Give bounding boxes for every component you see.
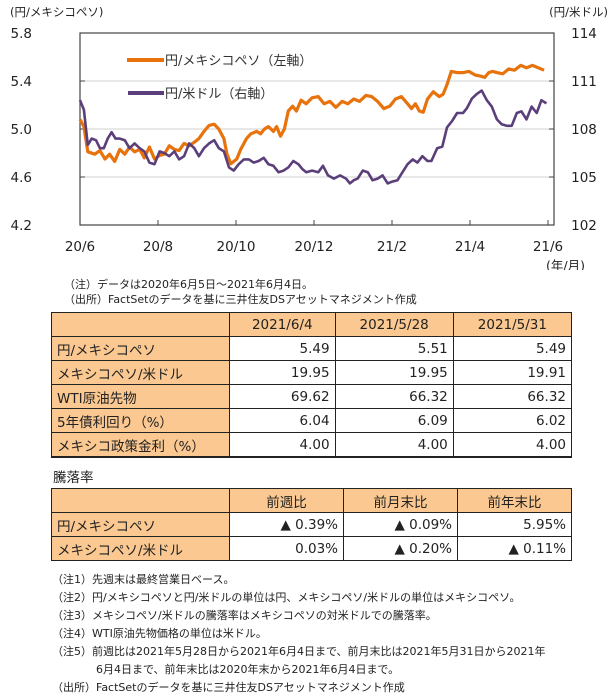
row-label: 円/メキシコペソ bbox=[51, 512, 230, 537]
table-cell: 19.95 bbox=[334, 360, 454, 385]
footnote: （注3）メキシコペソ/米ドルの騰落率はメキシコペソの対米ドルでの騰落率。 bbox=[52, 609, 437, 622]
row-label: WTI原油先物 bbox=[51, 384, 230, 409]
right-y-tick-label: 114 bbox=[571, 26, 597, 42]
table-row: 円/メキシコペソ 5.49 5.51 5.49 bbox=[51, 336, 573, 361]
table-header-cell: 前年末比 bbox=[457, 488, 572, 513]
right-axis-unit-label: (円/米ドル) bbox=[549, 5, 608, 19]
footnote: （注5）前週比は2021年5月28日から2021年6月4日まで、前月末比は202… bbox=[52, 645, 546, 658]
change-rate-heading: 騰落率 bbox=[53, 470, 94, 486]
table-row: メキシコ政策金利（%） 4.00 4.00 4.00 bbox=[51, 432, 573, 458]
legend-label-usd: 円/米ドル（右軸） bbox=[165, 87, 273, 102]
table-cell: ▲ 0.11% bbox=[457, 536, 572, 561]
chart-note: （注）データは2020年6月5日～2021年6月4日。 bbox=[64, 278, 313, 291]
table-cell: 6.04 bbox=[229, 408, 336, 433]
table-cell: 0.03% bbox=[229, 536, 344, 561]
table-header-cell bbox=[51, 312, 230, 337]
x-axis-unit-label: (年/月) bbox=[546, 258, 585, 270]
x-tick-label: 20/12 bbox=[295, 239, 334, 255]
right-y-tick-label: 105 bbox=[571, 170, 597, 186]
right-y-tick-label: 111 bbox=[571, 74, 597, 90]
table-cell: 5.95% bbox=[457, 512, 572, 537]
row-label: 円/メキシコペソ bbox=[51, 336, 230, 361]
footnote: （注1）先週末は最終営業日ベース。 bbox=[52, 573, 235, 586]
left-y-tick-label: 5.4 bbox=[11, 74, 32, 90]
table-cell: 5.49 bbox=[452, 336, 573, 361]
table-cell: ▲ 0.20% bbox=[343, 536, 458, 561]
x-tick-label: 21/4 bbox=[455, 239, 485, 255]
footnote: （出所）FactSetのデータを基に三井住友DSアセットマネジメント作成 bbox=[52, 681, 405, 694]
series-line-jpy-mxn bbox=[78, 63, 545, 166]
right-y-tick-label: 108 bbox=[571, 122, 597, 138]
x-tick-label: 21/2 bbox=[377, 239, 407, 255]
left-y-tick-label: 5.0 bbox=[11, 122, 32, 138]
table-cell: 69.62 bbox=[229, 384, 336, 409]
row-label: メキシコ政策金利（%） bbox=[51, 432, 230, 458]
change-rate-table: 前週比 前月末比 前年末比 円/メキシコペソ ▲ 0.39% ▲ 0.09% 5… bbox=[51, 488, 572, 561]
legend-label-mxn: 円/メキシコペソ（左軸） bbox=[165, 54, 312, 69]
table-header-cell: 前週比 bbox=[229, 488, 344, 513]
left-y-tick-label: 4.2 bbox=[11, 218, 32, 234]
table-cell: 66.32 bbox=[334, 384, 454, 409]
table-header-cell bbox=[51, 488, 230, 513]
series-line-jpy-usd bbox=[78, 89, 548, 185]
footnote: （注2）円/メキシコペソと円/米ドルの単位は円、メキシコペソ/米ドルの単位はメキ… bbox=[52, 591, 521, 604]
table-cell: 4.00 bbox=[229, 432, 336, 458]
table-row: メキシコペソ/米ドル 19.95 19.95 19.91 bbox=[51, 360, 573, 385]
table-row: WTI原油先物 69.62 66.32 66.32 bbox=[51, 384, 573, 409]
table-header-cell: 前月末比 bbox=[343, 488, 458, 513]
exchange-rate-chart: (円/メキシコペソ) (円/米ドル) 5.8 5.4 5.0 4.6 4.2 114 11… bbox=[10, 5, 608, 270]
footnote: （注4）WTI原油先物価格の単位は米ドル。 bbox=[52, 627, 267, 640]
table-header-cell: 2021/5/31 bbox=[452, 312, 573, 337]
market-data-table: 2021/6/4 2021/5/28 2021/5/31 円/メキシコペソ 5.… bbox=[51, 312, 573, 458]
table-cell: 4.00 bbox=[334, 432, 454, 458]
left-y-tick-label: 4.6 bbox=[11, 170, 32, 186]
table-cell: 66.32 bbox=[452, 384, 573, 409]
table-cell: 19.95 bbox=[229, 360, 336, 385]
table-cell: 5.49 bbox=[229, 336, 336, 361]
table-cell: 19.91 bbox=[452, 360, 573, 385]
table-row: 5年債利回り（%） 6.04 6.09 6.02 bbox=[51, 408, 573, 433]
footnote: 6月4日まで、前年末比は2020年末から2021年6月4日まで。 bbox=[52, 663, 400, 676]
row-label: メキシコペソ/米ドル bbox=[51, 360, 230, 385]
table-cell: 5.51 bbox=[334, 336, 454, 361]
table-cell: 6.09 bbox=[334, 408, 454, 433]
table-header-cell: 2021/6/4 bbox=[229, 312, 336, 337]
table-cell: ▲ 0.39% bbox=[229, 512, 344, 537]
table-cell: ▲ 0.09% bbox=[343, 512, 458, 537]
table-row: 円/メキシコペソ ▲ 0.39% ▲ 0.09% 5.95% bbox=[51, 512, 572, 537]
x-tick-label: 21/6 bbox=[533, 239, 563, 255]
right-y-tick-label: 102 bbox=[571, 218, 597, 234]
table-cell: 6.02 bbox=[452, 408, 573, 433]
table-header-cell: 2021/5/28 bbox=[334, 312, 454, 337]
table-cell: 4.00 bbox=[452, 432, 573, 458]
left-axis-unit-label: (円/メキシコペソ) bbox=[10, 5, 103, 19]
x-tick-label: 20/6 bbox=[65, 239, 95, 255]
chart-source: （出所）FactSetのデータを基に三井住友DSアセットマネジメント作成 bbox=[64, 293, 417, 306]
left-y-tick-label: 5.8 bbox=[11, 26, 32, 42]
table-row: メキシコペソ/米ドル 0.03% ▲ 0.20% ▲ 0.11% bbox=[51, 536, 572, 561]
row-label: メキシコペソ/米ドル bbox=[51, 536, 230, 561]
x-tick-label: 20/10 bbox=[217, 239, 256, 255]
row-label: 5年債利回り（%） bbox=[51, 408, 230, 433]
table-header-row: 前週比 前月末比 前年末比 bbox=[51, 488, 572, 513]
x-tick-label: 20/8 bbox=[143, 239, 173, 255]
table-header-row: 2021/6/4 2021/5/28 2021/5/31 bbox=[51, 312, 573, 337]
